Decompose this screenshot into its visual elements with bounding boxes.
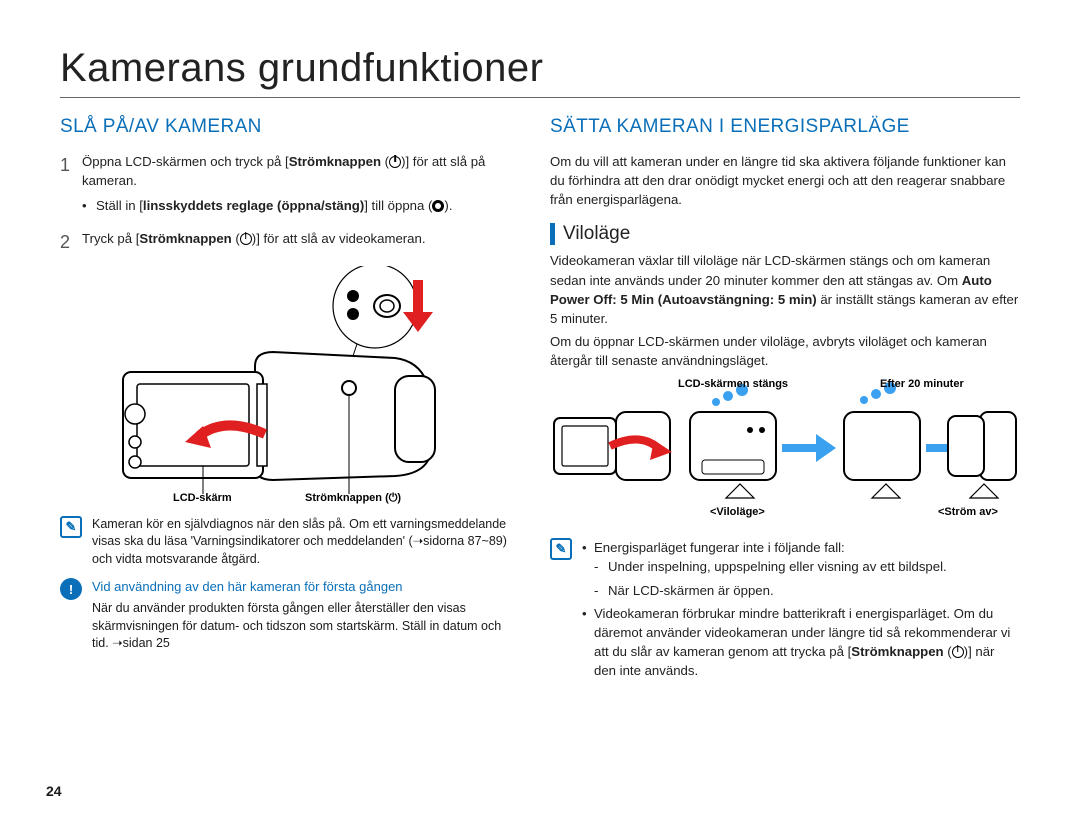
power-icon [952,646,964,658]
right-column: SÄTTA KAMERAN I ENERGISPARLÄGE Om du vil… [550,116,1020,684]
step-body: Öppna LCD-skärmen och tryck på [Strömkna… [82,152,510,219]
info-icon: ! [60,578,82,600]
figure-camcorder-power: LCD-skärm Strömknappen (⏻) [95,266,475,506]
title-rule [60,97,1020,98]
manual-page: Kamerans grundfunktioner SLÅ PÅ/AV KAMER… [0,0,1080,825]
note-body: Energisparläget fungerar inte i följande… [582,538,1020,684]
fig-bottom-right-label: <Ström av> [938,506,998,518]
section-heading-energy: SÄTTA KAMERAN I ENERGISPARLÄGE [550,116,1020,138]
fig-top-left-label: LCD-skärmen stängs [678,378,788,390]
step-1-sub: Ställ in [linsskyddets reglage (öppna/st… [82,196,510,215]
power-icon [389,156,401,168]
step-number: 1 [60,152,82,219]
page-title: Kamerans grundfunktioner [60,46,1020,91]
fig-bottom-left-label: <Viloläge> [710,506,765,518]
step-1-text: Öppna LCD-skärmen och tryck på [Strömkna… [82,152,510,190]
step-1-bullet: Ställ in [linsskyddets reglage (öppna/st… [82,196,510,215]
note-body: Kameran kör en självdiagnos när den slås… [92,516,510,569]
sleep-p2: Om du öppnar LCD-skärmen under viloläge,… [550,332,1020,370]
two-column-layout: SLÅ PÅ/AV KAMERAN 1 Öppna LCD-skärmen oc… [60,116,1020,684]
fig-top-right-label: Efter 20 minuter [880,378,964,390]
step-2: 2 Tryck på [Strömknappen ()] för att slå… [60,229,510,255]
note-icon: ✎ [60,516,82,538]
note-sublist: Under inspelning, uppspelning eller visn… [594,557,1020,599]
energy-intro: Om du vill att kameran under en längre t… [550,152,1020,209]
step-body: Tryck på [Strömknappen ()] för att slå a… [82,229,510,255]
fig-label-power: Strömknappen (⏻) [305,492,401,505]
note-list: Energisparläget fungerar inte i följande… [582,538,1020,680]
note-subitem: När LCD-skärmen är öppen. [594,581,1020,600]
fig-label-lcd: LCD-skärm [173,492,232,504]
note-item: Energisparläget fungerar inte i följande… [582,538,1020,599]
step-1: 1 Öppna LCD-skärmen och tryck på [Strömk… [60,152,510,219]
note-item: Videokameran förbrukar mindre batterikra… [582,604,1020,681]
subheading-sleep: Viloläge [550,223,1020,245]
note-title: Vid användning av den här kameran för fö… [92,578,510,596]
subhead-text: Viloläge [563,223,630,245]
camcorder-illustration [95,266,475,506]
figure-sleep-sequence: LCD-skärmen stängs Efter 20 minuter [550,378,1020,528]
lens-open-icon [432,200,444,212]
note-body: Vid användning av den här kameran för fö… [92,578,510,653]
note-energy: ✎ Energisparläget fungerar inte i följan… [550,538,1020,684]
note-subitem: Under inspelning, uppspelning eller visn… [594,557,1020,576]
note-icon: ✎ [550,538,572,560]
note-text: När du använder produkten första gången … [92,600,510,653]
power-steps: 1 Öppna LCD-skärmen och tryck på [Strömk… [60,152,510,256]
step-2-text: Tryck på [Strömknappen ()] för att slå a… [82,229,510,248]
power-icon [240,233,252,245]
sleep-p1: Videokameran växlar till viloläge när LC… [550,251,1020,328]
left-column: SLÅ PÅ/AV KAMERAN 1 Öppna LCD-skärmen oc… [60,116,510,684]
note-first-use: ! Vid användning av den här kameran för … [60,578,510,653]
section-heading-power: SLÅ PÅ/AV KAMERAN [60,116,510,138]
note-selfdiag: ✎ Kameran kör en självdiagnos när den sl… [60,516,510,569]
page-number: 24 [46,783,62,799]
subhead-bar [550,223,555,245]
step-number: 2 [60,229,82,255]
